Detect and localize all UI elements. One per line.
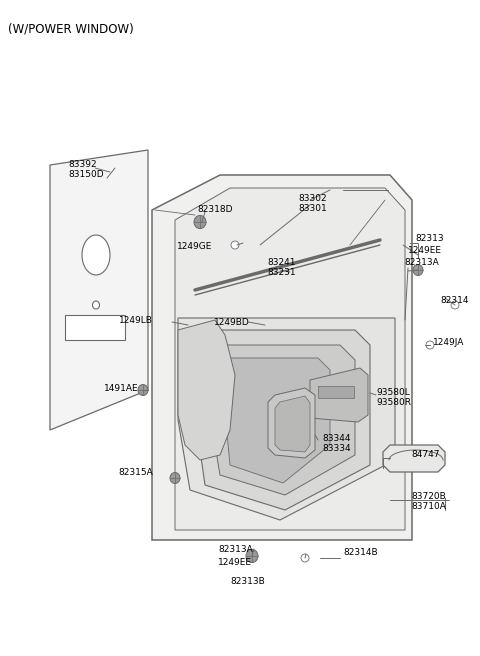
Ellipse shape [246, 550, 258, 563]
Text: 83241
83231: 83241 83231 [267, 258, 296, 277]
Text: 1249GE: 1249GE [177, 242, 212, 251]
Ellipse shape [231, 241, 239, 249]
Text: 1249LB: 1249LB [119, 316, 153, 325]
Text: 83720B
83710A: 83720B 83710A [411, 492, 446, 512]
Ellipse shape [138, 384, 148, 396]
Bar [318, 386, 354, 398]
Text: 83302
83301: 83302 83301 [298, 194, 327, 213]
Polygon shape [225, 358, 330, 483]
Ellipse shape [426, 341, 434, 349]
Bar [65, 315, 125, 340]
Text: 1249BD: 1249BD [214, 318, 250, 327]
Text: 82313B: 82313B [230, 577, 265, 586]
Ellipse shape [451, 301, 459, 309]
Text: 82313A: 82313A [218, 545, 253, 554]
Text: 82318D: 82318D [197, 205, 232, 214]
Text: 83344
83334: 83344 83334 [322, 434, 350, 453]
Polygon shape [178, 318, 395, 520]
Ellipse shape [413, 264, 423, 276]
Polygon shape [275, 396, 310, 452]
Polygon shape [152, 175, 412, 540]
Text: 1491AE: 1491AE [104, 384, 139, 393]
Text: 93580L
93580R: 93580L 93580R [376, 388, 411, 407]
Polygon shape [268, 388, 315, 458]
Text: 82315A: 82315A [118, 468, 153, 477]
Text: 1249EE: 1249EE [408, 246, 442, 255]
Polygon shape [210, 345, 355, 495]
Text: 83392
83150D: 83392 83150D [68, 160, 104, 179]
Polygon shape [178, 320, 235, 460]
Polygon shape [50, 150, 148, 430]
Text: 1249EE: 1249EE [218, 558, 252, 567]
Text: 82314B: 82314B [343, 548, 378, 557]
Ellipse shape [170, 472, 180, 483]
Ellipse shape [194, 215, 206, 228]
Polygon shape [175, 188, 405, 530]
Polygon shape [195, 330, 370, 510]
Ellipse shape [93, 301, 99, 309]
Text: 82313: 82313 [415, 234, 444, 243]
Text: 84747: 84747 [411, 450, 440, 459]
Text: (W/POWER WINDOW): (W/POWER WINDOW) [8, 22, 134, 35]
Polygon shape [310, 368, 368, 422]
Polygon shape [383, 445, 445, 472]
Text: 82313A: 82313A [404, 258, 439, 267]
Ellipse shape [82, 235, 110, 275]
Ellipse shape [301, 554, 309, 562]
Text: 1249JA: 1249JA [433, 338, 464, 347]
Text: 82314: 82314 [440, 296, 468, 305]
